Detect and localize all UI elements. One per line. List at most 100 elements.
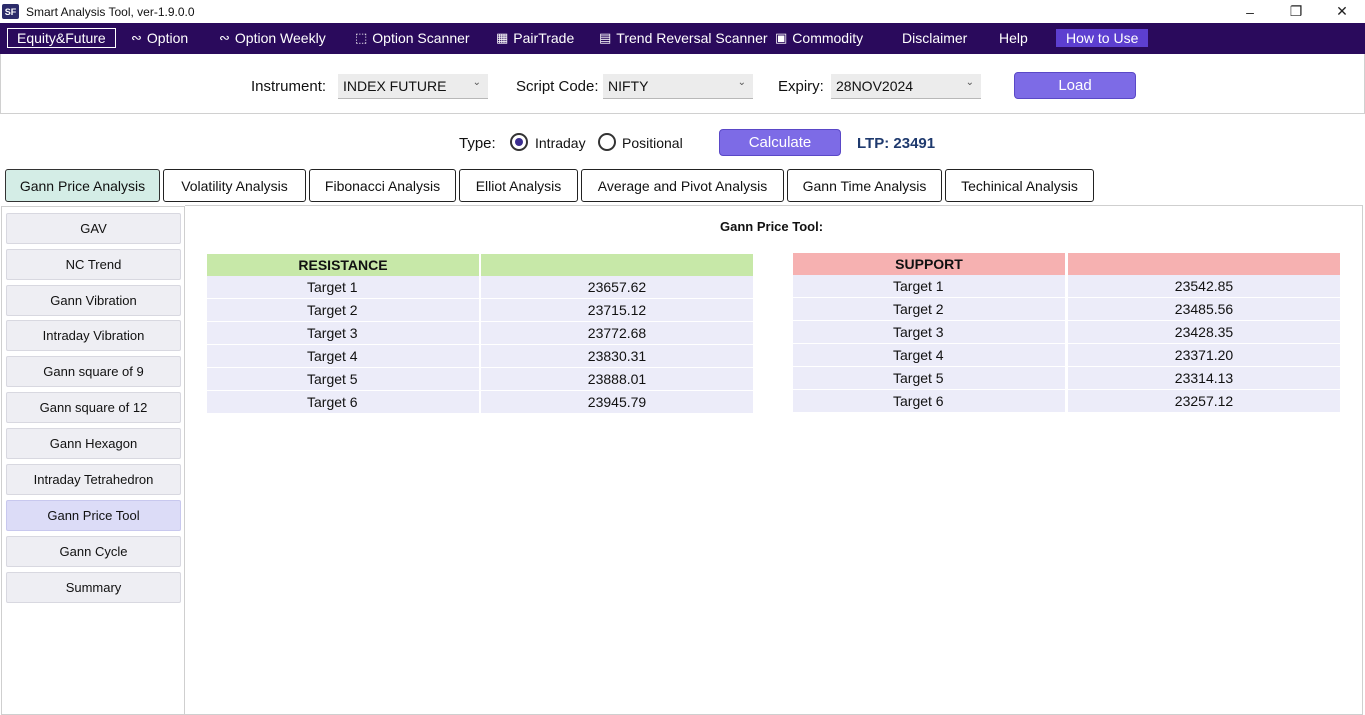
tab-average-pivot-analysis[interactable]: Average and Pivot Analysis: [581, 169, 784, 202]
resistance-target-value: 23945.79: [481, 391, 753, 413]
resistance-header: RESISTANCE: [207, 254, 479, 276]
menu-label: Option: [146, 30, 189, 46]
resistance-target-label: Target 3: [207, 322, 479, 344]
menu-equity-future[interactable]: Equity&Future: [7, 28, 116, 48]
intraday-radio[interactable]: [510, 133, 528, 151]
support-target-value: 23314.13: [1068, 367, 1340, 389]
chart-icon: ∾: [131, 30, 142, 45]
minimize-button[interactable]: –: [1246, 3, 1254, 20]
menu-label: Option Scanner: [372, 30, 470, 46]
menu-label: Disclaimer: [902, 30, 968, 46]
page-title: Gann Price Tool:: [720, 219, 824, 234]
side-item-gann-price-tool[interactable]: Gann Price Tool: [6, 500, 181, 531]
support-target-value: 23257.12: [1068, 390, 1340, 412]
resistance-target-label: Target 5: [207, 368, 479, 390]
menu-label: How to Use: [1066, 30, 1139, 46]
tab-gann-price-analysis[interactable]: Gann Price Analysis: [5, 169, 160, 202]
positional-radio[interactable]: [598, 133, 616, 151]
chevron-down-icon: ⌄: [965, 77, 974, 88]
resistance-target-label: Target 6: [207, 391, 479, 413]
support-target-value: 23428.35: [1068, 321, 1340, 343]
title-bar: SF Smart Analysis Tool, ver-1.9.0.0 – ❐ …: [0, 0, 1365, 23]
menu-trend-reversal-scanner[interactable]: ▤ Trend Reversal Scanner: [599, 28, 768, 48]
menu-option-weekly[interactable]: ∾ Option Weekly: [219, 28, 326, 48]
side-panel: GAV NC Trend Gann Vibration Intraday Vib…: [1, 206, 185, 715]
scanner-icon: ⬚: [355, 30, 368, 45]
tab-fibonacci-analysis[interactable]: Fibonacci Analysis: [309, 169, 456, 202]
chart-icon: ∾: [219, 30, 230, 45]
type-label: Type:: [459, 135, 496, 152]
resistance-target-value: 23888.01: [481, 368, 753, 390]
side-item-gann-hexagon[interactable]: Gann Hexagon: [6, 428, 181, 459]
menu-option[interactable]: ∾ Option: [131, 28, 188, 48]
intraday-label: Intraday: [535, 135, 586, 151]
instrument-select[interactable]: INDEX FUTURE ⌄: [338, 74, 488, 99]
support-target-label: Target 5: [793, 367, 1065, 389]
ltp-value: LTP: 23491: [857, 135, 936, 152]
expiry-select[interactable]: 28NOV2024 ⌄: [831, 74, 981, 99]
app-logo-icon: SF: [2, 4, 19, 19]
support-target-label: Target 3: [793, 321, 1065, 343]
support-target-label: Target 2: [793, 298, 1065, 320]
close-button[interactable]: ✕: [1336, 3, 1348, 19]
menu-bar: Equity&Future ∾ Option ∾ Option Weekly ⬚…: [0, 23, 1365, 54]
side-item-gann-square-12[interactable]: Gann square of 12: [6, 392, 181, 423]
side-item-gann-square-9[interactable]: Gann square of 9: [6, 356, 181, 387]
pair-icon: ▦: [496, 30, 509, 45]
calculate-button[interactable]: Calculate: [719, 129, 841, 156]
resistance-target-value: 23830.31: [481, 345, 753, 367]
support-target-value: 23371.20: [1068, 344, 1340, 366]
menu-disclaimer[interactable]: Disclaimer: [902, 28, 967, 48]
instrument-row: Instrument: INDEX FUTURE ⌄ Script Code: …: [0, 54, 1365, 114]
menu-label: Option Weekly: [234, 30, 326, 46]
support-header-value: [1068, 253, 1340, 275]
support-target-label: Target 1: [793, 275, 1065, 297]
menu-label: Commodity: [792, 30, 864, 46]
resistance-target-label: Target 2: [207, 299, 479, 321]
script-code-value: NIFTY: [608, 78, 649, 94]
document-icon: ▤: [599, 30, 612, 45]
menu-how-to-use[interactable]: How to Use: [1056, 29, 1149, 47]
tab-volatility-analysis[interactable]: Volatility Analysis: [163, 169, 306, 202]
instrument-value: INDEX FUTURE: [343, 78, 447, 94]
resistance-target-label: Target 4: [207, 345, 479, 367]
resistance-target-value: 23657.62: [481, 276, 753, 298]
menu-pairtrade[interactable]: ▦ PairTrade: [496, 28, 574, 48]
expiry-value: 28NOV2024: [836, 78, 914, 94]
menu-label: Help: [999, 30, 1028, 46]
load-button[interactable]: Load: [1014, 72, 1136, 99]
side-item-summary[interactable]: Summary: [6, 572, 181, 603]
support-target-value: 23542.85: [1068, 275, 1340, 297]
script-code-label: Script Code:: [516, 78, 599, 95]
side-item-nc-trend[interactable]: NC Trend: [6, 249, 181, 280]
menu-commodity[interactable]: ▣ Commodity: [775, 28, 863, 48]
menu-label: Trend Reversal Scanner: [616, 30, 768, 46]
fuel-icon: ▣: [775, 30, 788, 45]
positional-label: Positional: [622, 135, 683, 151]
resistance-target-value: 23772.68: [481, 322, 753, 344]
side-item-intraday-vibration[interactable]: Intraday Vibration: [6, 320, 181, 351]
support-header: SUPPORT: [793, 253, 1065, 275]
support-target-label: Target 6: [793, 390, 1065, 412]
instrument-label: Instrument:: [251, 78, 327, 95]
script-code-select[interactable]: NIFTY ⌄: [603, 74, 753, 99]
menu-label: PairTrade: [513, 30, 575, 46]
maximize-button[interactable]: ❐: [1289, 3, 1303, 19]
chevron-down-icon: ⌄: [737, 77, 746, 88]
expiry-label: Expiry:: [778, 78, 824, 95]
menu-help[interactable]: Help: [999, 28, 1028, 48]
side-item-gann-vibration[interactable]: Gann Vibration: [6, 285, 181, 316]
menu-label: Equity&Future: [17, 30, 106, 46]
support-target-value: 23485.56: [1068, 298, 1340, 320]
side-item-gann-cycle[interactable]: Gann Cycle: [6, 536, 181, 567]
window-title: Smart Analysis Tool, ver-1.9.0.0: [26, 4, 195, 19]
side-item-gav[interactable]: GAV: [6, 213, 181, 244]
resistance-target-label: Target 1: [207, 276, 479, 298]
tab-technical-analysis[interactable]: Techinical Analysis: [945, 169, 1094, 202]
menu-option-scanner[interactable]: ⬚ Option Scanner: [355, 28, 470, 48]
tab-gann-time-analysis[interactable]: Gann Time Analysis: [787, 169, 942, 202]
support-target-label: Target 4: [793, 344, 1065, 366]
chevron-down-icon: ⌄: [472, 77, 481, 88]
side-item-intraday-tetrahedron[interactable]: Intraday Tetrahedron: [6, 464, 181, 495]
tab-elliot-analysis[interactable]: Elliot Analysis: [459, 169, 578, 202]
